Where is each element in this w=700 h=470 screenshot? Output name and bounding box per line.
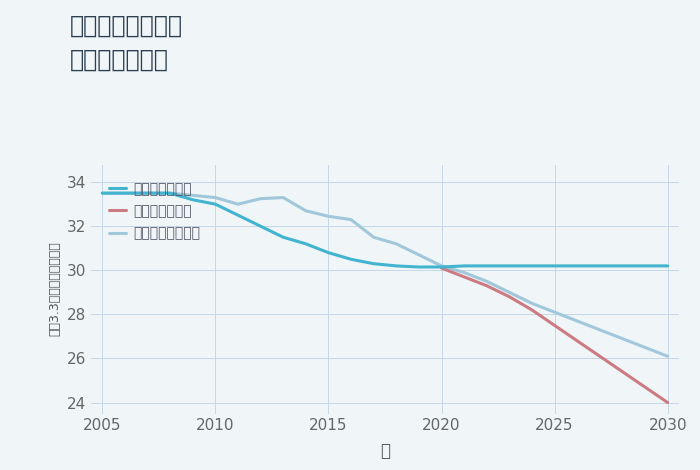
グッドシナリオ (482, 263, 491, 269)
グッドシナリオ (324, 250, 332, 256)
ノーマルシナリオ (438, 263, 446, 269)
グッドシナリオ (664, 263, 672, 269)
グッドシナリオ (144, 190, 152, 196)
ノーマルシナリオ (324, 213, 332, 219)
ノーマルシナリオ (528, 300, 536, 306)
ノーマルシナリオ (98, 190, 106, 196)
グッドシナリオ (279, 235, 288, 240)
Line: ノーマルシナリオ: ノーマルシナリオ (102, 193, 668, 356)
グッドシナリオ (188, 197, 197, 203)
グッドシナリオ (460, 263, 468, 269)
Text: 愛知県豊川市森の
土地の価格推移: 愛知県豊川市森の 土地の価格推移 (70, 14, 183, 71)
グッドシナリオ (505, 263, 514, 269)
ノーマルシナリオ (256, 196, 265, 202)
グッドシナリオ (618, 263, 626, 269)
グッドシナリオ (234, 212, 242, 218)
バッドシナリオ (596, 353, 604, 359)
ノーマルシナリオ (505, 290, 514, 295)
Line: グッドシナリオ: グッドシナリオ (102, 193, 668, 267)
ノーマルシナリオ (347, 217, 356, 222)
ノーマルシナリオ (166, 190, 174, 196)
ノーマルシナリオ (302, 208, 310, 213)
グッドシナリオ (211, 201, 220, 207)
グッドシナリオ (98, 190, 106, 196)
ノーマルシナリオ (279, 195, 288, 200)
グッドシナリオ (120, 190, 129, 196)
バッドシナリオ (438, 265, 446, 271)
グッドシナリオ (166, 190, 174, 196)
バッドシナリオ (460, 274, 468, 280)
バッドシナリオ (550, 322, 559, 328)
バッドシナリオ (618, 369, 626, 375)
Y-axis label: 坪（3.3㎡）単価（万円）: 坪（3.3㎡）単価（万円） (48, 242, 61, 337)
グッドシナリオ (370, 261, 378, 266)
Legend: グッドシナリオ, バッドシナリオ, ノーマルシナリオ: グッドシナリオ, バッドシナリオ, ノーマルシナリオ (104, 176, 206, 246)
ノーマルシナリオ (188, 193, 197, 198)
グッドシナリオ (641, 263, 650, 269)
ノーマルシナリオ (234, 201, 242, 207)
ノーマルシナリオ (414, 252, 423, 258)
グッドシナリオ (550, 263, 559, 269)
ノーマルシナリオ (482, 279, 491, 284)
X-axis label: 年: 年 (380, 442, 390, 460)
ノーマルシナリオ (664, 353, 672, 359)
グッドシナリオ (438, 264, 446, 270)
バッドシナリオ (573, 338, 582, 344)
バッドシナリオ (641, 384, 650, 390)
グッドシナリオ (256, 223, 265, 229)
ノーマルシナリオ (460, 270, 468, 275)
ノーマルシナリオ (392, 241, 400, 247)
ノーマルシナリオ (211, 195, 220, 200)
グッドシナリオ (596, 263, 604, 269)
Line: バッドシナリオ: バッドシナリオ (442, 268, 668, 403)
バッドシナリオ (482, 283, 491, 289)
グッドシナリオ (392, 263, 400, 269)
バッドシナリオ (664, 400, 672, 406)
グッドシナリオ (302, 241, 310, 247)
グッドシナリオ (347, 257, 356, 262)
ノーマルシナリオ (550, 309, 559, 315)
ノーマルシナリオ (573, 318, 582, 324)
ノーマルシナリオ (370, 235, 378, 240)
ノーマルシナリオ (596, 327, 604, 333)
ノーマルシナリオ (144, 190, 152, 196)
ノーマルシナリオ (120, 190, 129, 196)
グッドシナリオ (573, 263, 582, 269)
バッドシナリオ (528, 307, 536, 313)
ノーマルシナリオ (641, 345, 650, 350)
バッドシナリオ (505, 294, 514, 299)
グッドシナリオ (414, 264, 423, 270)
グッドシナリオ (528, 263, 536, 269)
ノーマルシナリオ (618, 336, 626, 342)
